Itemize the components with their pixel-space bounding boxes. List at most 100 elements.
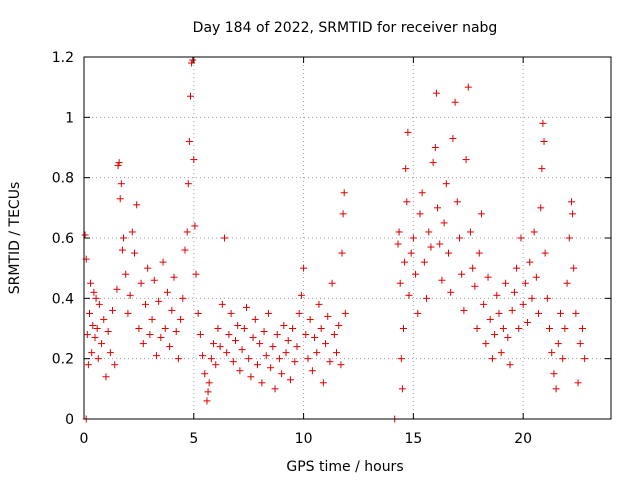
data-point — [115, 159, 123, 167]
data-point — [188, 59, 196, 67]
data-point — [396, 279, 404, 287]
data-point — [92, 294, 100, 302]
data-point — [218, 300, 226, 308]
data-point — [89, 321, 97, 329]
data-point — [576, 340, 584, 348]
data-point — [205, 379, 213, 387]
data-point — [302, 331, 310, 339]
y-tick-label: 0.4 — [52, 291, 74, 307]
data-point — [124, 309, 132, 317]
data-point — [427, 243, 435, 251]
data-point — [543, 294, 551, 302]
data-point — [480, 300, 488, 308]
data-point — [541, 249, 549, 257]
data-point — [161, 325, 169, 332]
data-point — [340, 189, 348, 197]
data-point — [190, 156, 198, 164]
data-point — [431, 144, 439, 151]
data-point — [404, 128, 412, 136]
data-point — [214, 325, 222, 332]
data-point — [118, 246, 126, 254]
data-point — [319, 379, 327, 387]
y-tick-label: 0.6 — [52, 231, 74, 247]
data-point — [409, 234, 417, 242]
y-tick-label: 1.2 — [52, 50, 74, 66]
data-point — [513, 264, 521, 272]
data-point — [293, 343, 301, 351]
data-point — [133, 201, 141, 209]
data-point — [240, 325, 248, 332]
data-point — [565, 234, 573, 242]
data-point — [131, 249, 139, 257]
data-point — [517, 234, 525, 242]
plot-frame — [83, 56, 612, 420]
data-point — [260, 328, 268, 336]
data-point — [521, 279, 529, 287]
data-point — [466, 228, 474, 236]
data-point — [453, 198, 461, 206]
data-point — [247, 373, 255, 381]
data-point — [486, 315, 494, 323]
data-point — [300, 264, 308, 272]
data-point — [438, 276, 446, 284]
data-point — [414, 309, 422, 317]
data-point — [537, 204, 545, 212]
data-point — [445, 249, 453, 257]
data-point — [139, 340, 147, 348]
data-point — [482, 340, 490, 348]
data-point — [201, 370, 209, 378]
data-point — [269, 343, 277, 351]
y-axis-label: SRMTID / TECUs — [7, 182, 23, 295]
data-point — [232, 337, 240, 345]
data-point — [397, 355, 405, 363]
data-point — [326, 358, 334, 366]
data-point — [159, 258, 167, 266]
data-point — [416, 210, 424, 218]
data-point — [184, 180, 192, 188]
data-point — [447, 288, 455, 296]
data-point — [574, 379, 582, 387]
data-point — [539, 119, 547, 127]
x-tick-label: 10 — [295, 431, 313, 447]
chart-title: Day 184 of 2022, SRMTID for receiver nab… — [193, 20, 498, 36]
data-point — [258, 379, 266, 387]
data-point — [495, 309, 503, 317]
y-tick-label: 1 — [65, 110, 74, 126]
data-point — [286, 376, 294, 384]
data-point — [402, 165, 410, 173]
data-point — [337, 361, 345, 369]
data-point — [471, 282, 479, 290]
x-tick-label: 20 — [514, 431, 532, 447]
data-point — [236, 367, 244, 375]
data-point — [493, 291, 501, 299]
data-point — [418, 189, 426, 197]
data-point — [137, 279, 145, 287]
data-point — [189, 56, 197, 64]
data-point — [273, 331, 281, 339]
data-point — [552, 385, 560, 393]
data-point — [440, 219, 448, 227]
data-point — [395, 228, 403, 236]
data-point — [473, 325, 481, 332]
data-point — [181, 246, 189, 254]
data-point — [135, 325, 143, 332]
data-point — [508, 306, 516, 314]
data-point — [546, 325, 554, 332]
data-point — [464, 83, 472, 91]
data-point — [155, 297, 163, 305]
data-point — [458, 270, 466, 278]
y-tick-label: 0.2 — [52, 352, 74, 368]
y-tick-label: 0 — [65, 412, 74, 428]
data-point — [434, 204, 442, 212]
data-point — [83, 331, 91, 339]
data-point — [561, 325, 569, 332]
points-layer — [81, 56, 589, 423]
tick-layer: 0 0.2 0.4 0.6 0.8 1 1.2 0 5 10 15 20 — [52, 50, 611, 447]
data-point — [95, 300, 103, 308]
data-point — [401, 258, 409, 266]
data-point — [333, 349, 341, 357]
data-point — [87, 279, 95, 287]
data-point — [225, 331, 233, 339]
data-point — [526, 258, 534, 266]
data-point — [394, 240, 402, 248]
